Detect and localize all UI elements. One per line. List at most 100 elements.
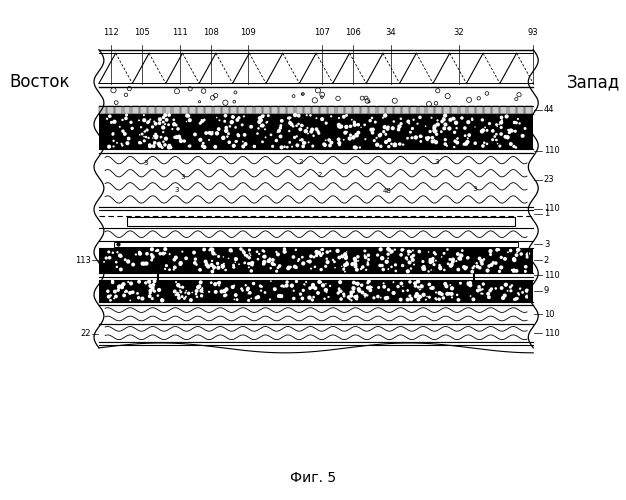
- Bar: [295, 106, 302, 114]
- Point: [310, 284, 321, 292]
- Point: [290, 111, 300, 119]
- Bar: [476, 106, 483, 114]
- Bar: [99, 305, 533, 324]
- Point: [275, 262, 285, 270]
- Point: [353, 253, 363, 261]
- Point: [444, 290, 454, 298]
- Point: [158, 128, 168, 136]
- Point: [477, 116, 487, 124]
- Point: [429, 128, 439, 136]
- Point: [221, 124, 231, 132]
- Point: [214, 282, 224, 290]
- Point: [424, 268, 434, 276]
- Point: [463, 254, 473, 262]
- Point: [522, 292, 532, 300]
- Point: [337, 262, 347, 270]
- Point: [482, 126, 492, 134]
- Point: [222, 286, 232, 294]
- Point: [178, 284, 188, 292]
- Point: [443, 92, 453, 100]
- Point: [221, 291, 231, 299]
- Point: [171, 254, 181, 262]
- Point: [342, 260, 352, 268]
- Point: [433, 86, 443, 94]
- Point: [146, 286, 156, 294]
- Point: [317, 93, 327, 101]
- Point: [206, 245, 216, 253]
- Point: [309, 253, 319, 261]
- Point: [113, 248, 123, 256]
- Point: [317, 115, 327, 123]
- Point: [384, 246, 394, 254]
- Point: [441, 120, 451, 128]
- Point: [383, 254, 393, 262]
- Point: [273, 250, 283, 258]
- Point: [439, 116, 449, 124]
- Point: [451, 257, 461, 265]
- Point: [183, 290, 193, 298]
- Point: [470, 123, 480, 131]
- Point: [133, 294, 143, 302]
- Point: [139, 111, 149, 119]
- Point: [522, 250, 532, 258]
- Point: [478, 280, 488, 288]
- Point: [354, 285, 364, 293]
- Point: [314, 278, 324, 286]
- Point: [120, 256, 130, 264]
- Bar: [304, 106, 310, 114]
- Point: [436, 128, 446, 136]
- Point: [184, 142, 194, 150]
- Point: [417, 282, 427, 290]
- Bar: [312, 106, 319, 114]
- Point: [518, 288, 528, 296]
- Point: [325, 142, 335, 150]
- Point: [170, 288, 180, 296]
- Point: [302, 257, 312, 265]
- Point: [357, 288, 367, 296]
- Point: [195, 120, 205, 128]
- Point: [322, 258, 332, 266]
- Point: [349, 134, 359, 141]
- Point: [387, 248, 397, 256]
- Point: [158, 249, 168, 257]
- Point: [148, 281, 158, 289]
- Point: [110, 288, 120, 296]
- Point: [297, 122, 307, 130]
- Point: [506, 287, 516, 295]
- Point: [280, 248, 290, 256]
- Point: [372, 134, 382, 142]
- Point: [396, 120, 406, 128]
- Text: 34: 34: [385, 28, 396, 38]
- Point: [381, 294, 391, 302]
- Point: [111, 292, 121, 300]
- Bar: [127, 218, 515, 226]
- Point: [175, 260, 185, 268]
- Point: [238, 247, 248, 255]
- Point: [428, 134, 438, 142]
- Point: [308, 283, 318, 291]
- Point: [357, 94, 367, 102]
- Point: [334, 285, 344, 293]
- Point: [294, 112, 304, 120]
- Point: [364, 256, 374, 264]
- Point: [454, 254, 464, 262]
- Point: [358, 263, 368, 271]
- Point: [117, 281, 127, 289]
- Point: [390, 140, 400, 148]
- Point: [104, 248, 114, 256]
- Point: [234, 114, 244, 122]
- Point: [503, 287, 513, 295]
- Point: [131, 250, 141, 258]
- Point: [332, 247, 342, 255]
- Point: [309, 282, 319, 290]
- Point: [272, 128, 282, 136]
- Point: [424, 134, 434, 142]
- Point: [275, 124, 285, 132]
- Point: [509, 142, 519, 150]
- Point: [182, 286, 192, 294]
- Point: [265, 255, 275, 263]
- Bar: [337, 106, 344, 114]
- Bar: [99, 87, 533, 106]
- Point: [431, 99, 441, 107]
- Point: [406, 264, 416, 272]
